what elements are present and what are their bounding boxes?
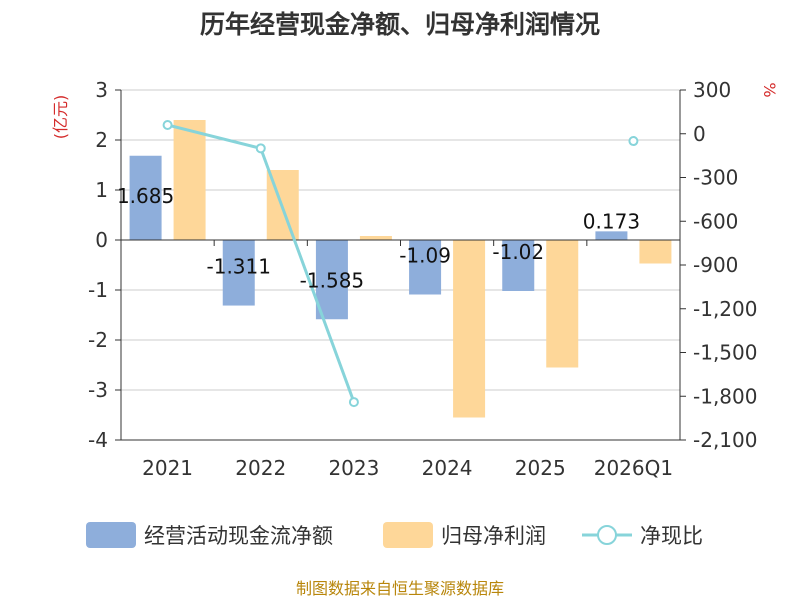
net-cash-ratio-line [164,121,638,406]
line-point [162,120,173,130]
bar [595,231,628,240]
left-tick-label: -4 [88,428,108,452]
bar-data-label: 1.685 [117,184,174,208]
right-tick-label: -600 [693,209,738,233]
source-note: 制图数据来自恒生聚源数据库 [296,579,504,598]
bar [129,155,162,240]
data-labels: 1.685 -1.311 -1.585 -1.09 -1.02 0.173 [117,184,640,292]
legend: 经营活动现金流净额 归母净利润 净现比 [86,522,703,548]
left-tick-label: 2 [95,128,108,152]
left-tick-label: -2 [88,328,108,352]
bar [315,240,348,320]
bar-data-label: -1.02 [492,240,544,264]
bar [359,236,392,240]
right-tick-label: -1,200 [693,297,757,321]
left-tick-label: 1 [95,178,108,202]
bar [639,240,672,264]
bar [546,240,579,368]
right-tick-label: -2,100 [693,428,757,452]
bar-data-label: -1.585 [300,268,364,292]
bar-data-label: -1.09 [399,244,451,268]
bar [453,240,486,418]
chart-title: 历年经营现金净额、归母净利润情况 [200,10,600,39]
x-tick-label: 2025 [515,456,566,480]
x-tick-label: 2024 [422,456,473,480]
legend-label: 净现比 [640,524,703,548]
legend-label: 经营活动现金流净额 [144,524,333,548]
left-axis-unit: (亿元) [51,95,70,140]
left-tick-label: 0 [95,228,108,252]
legend-swatch [383,522,433,548]
left-tick-label: -3 [88,378,108,402]
right-tick-label: -900 [693,253,738,277]
bars [129,120,672,418]
right-axis-unit: % [760,82,779,97]
legend-label: 归母净利润 [441,524,546,548]
bar [502,240,535,291]
left-tick-label: -1 [88,278,108,302]
bar-data-label: 0.173 [583,209,640,233]
axes: 3 2 1 0 -1 -2 -3 -4 300 0 -300 -600 -900 -1,200 -1,500… [88,78,757,480]
x-tick-label: 2023 [328,456,379,480]
bar [222,240,255,306]
x-tick-label: 2026Q1 [594,456,673,480]
bar [409,240,442,295]
line-point [348,397,359,408]
line-point [628,136,639,147]
right-tick-label: 300 [693,78,731,102]
right-tick-label: -300 [693,166,738,190]
legend-marker [597,525,617,545]
left-tick-label: 3 [95,78,108,102]
right-tick-label: -1,800 [693,384,757,408]
right-tick-label: -1,500 [693,341,757,365]
bar-data-label: -1.311 [207,255,271,279]
line-point [255,143,266,154]
right-tick-label: 0 [693,122,706,146]
legend-swatch [86,522,136,548]
x-tick-label: 2021 [142,456,193,480]
x-tick-label: 2022 [235,456,286,480]
bar [173,120,206,240]
